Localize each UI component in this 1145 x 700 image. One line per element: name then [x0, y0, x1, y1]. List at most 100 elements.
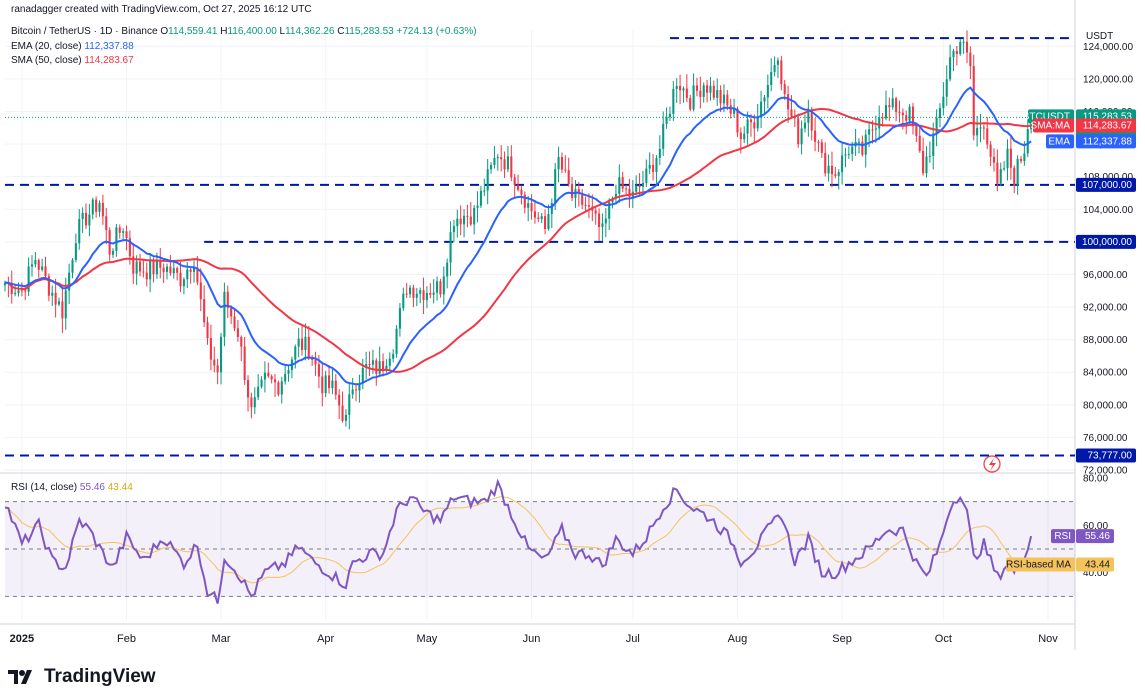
candle-body	[1026, 129, 1029, 154]
ema-name-tag-text: EMA	[1048, 136, 1070, 147]
candle-body	[918, 135, 921, 151]
candle-body	[652, 164, 655, 172]
candle-body	[699, 90, 702, 97]
candle-body	[361, 367, 364, 384]
candle-body	[746, 119, 749, 134]
candle-body	[68, 272, 71, 291]
candle-body	[230, 308, 233, 317]
time-tick-label: Apr	[317, 633, 334, 645]
rsi-ma-name-tag: RSI-based MA	[1006, 557, 1075, 572]
candle-body	[115, 227, 118, 251]
candle-body	[371, 360, 374, 365]
candle-body	[284, 373, 287, 382]
candle-body	[824, 152, 827, 174]
candle-body	[841, 155, 844, 173]
ema-legend: EMA (20, close) 112,337.88	[11, 41, 134, 52]
high-value: 116,400.00	[227, 26, 277, 37]
candle-body	[692, 85, 695, 110]
candle-body	[530, 203, 533, 212]
candle-body	[679, 85, 682, 91]
symbol-tag-text: BTCUSDT	[1023, 111, 1070, 122]
price-tick-label: 80,000.00	[1083, 400, 1128, 411]
candle-body	[358, 383, 361, 391]
candle-body	[608, 202, 611, 219]
sma-name-tag-text: SMA:MA	[1031, 120, 1071, 131]
lightning-alert-icon[interactable]	[983, 455, 1001, 473]
candle-body	[10, 282, 13, 294]
candle-body	[550, 203, 553, 214]
candle-body	[287, 370, 290, 374]
rsi-value-tag-text: 55.46	[1085, 531, 1110, 542]
candle-body	[868, 129, 871, 135]
candle-body	[540, 216, 543, 220]
candle-body	[584, 204, 587, 206]
candle-body	[982, 127, 985, 129]
candle-body	[857, 141, 861, 143]
candle-body	[439, 281, 442, 295]
candle-body	[348, 394, 351, 415]
candle-body	[709, 85, 712, 93]
rsi-ma-legend-value: 43.44	[107, 482, 133, 493]
candle-body	[311, 358, 314, 360]
candle-body	[321, 376, 324, 394]
level-price-tag-bg	[1076, 234, 1136, 249]
candle-body	[523, 194, 526, 208]
candle-body	[814, 130, 817, 142]
candle-body	[560, 156, 563, 170]
candle-body	[135, 261, 138, 274]
candle-body	[159, 259, 162, 268]
candle-body	[226, 291, 229, 309]
level-price-tag: 100,000.00	[1076, 234, 1136, 249]
candle-body	[760, 101, 763, 118]
rsi-name-tag-text: RSI	[1054, 531, 1071, 542]
candle-body	[101, 202, 104, 217]
candle-body	[57, 301, 61, 305]
candle-body	[928, 155, 931, 157]
candle-body	[689, 98, 692, 110]
candle-body	[71, 259, 74, 273]
candle-body	[847, 153, 850, 155]
candle-body	[986, 128, 989, 145]
sma-name-tag: SMA:MA	[1031, 118, 1074, 133]
candle-body	[965, 41, 969, 53]
candle-body	[959, 42, 962, 54]
candle-body	[88, 214, 91, 226]
candle-body	[682, 88, 685, 91]
candle-body	[95, 199, 98, 212]
gridlines	[0, 0, 1076, 650]
candle-body	[888, 105, 891, 108]
candle-body	[989, 144, 992, 157]
rsi-tick-label: 60.00	[1083, 521, 1108, 532]
candle-body	[132, 256, 135, 274]
level-price-tag: 73,777.00	[1076, 448, 1136, 463]
candle-body	[415, 293, 418, 298]
candle-body	[807, 109, 810, 123]
candle-body	[756, 117, 759, 129]
candle-body	[567, 170, 570, 185]
candle-body	[662, 123, 665, 149]
candle-body	[192, 267, 196, 272]
candle-body	[770, 71, 773, 86]
candle-body	[344, 414, 347, 421]
credit-line: ranadagger created with TradingView.com,…	[11, 4, 312, 15]
candle-body	[949, 57, 952, 80]
candle-body	[476, 205, 479, 208]
candle-body	[537, 217, 540, 220]
candle-body	[233, 316, 236, 329]
candle-body	[263, 372, 266, 380]
candle-body	[368, 363, 371, 365]
low-value: 114,362.26	[285, 26, 335, 37]
rsi-ma-name-tag-bg	[1006, 557, 1075, 572]
candle-body	[992, 156, 996, 163]
candle-body	[338, 394, 341, 406]
candle-body	[621, 177, 624, 189]
candle-body	[625, 188, 628, 190]
time-tick-label: Nov	[1038, 633, 1058, 645]
candle-body	[47, 276, 50, 296]
candle-body	[952, 50, 955, 58]
candle-body	[655, 158, 658, 172]
sma-name-tag-bg	[1033, 118, 1074, 133]
candle-body	[314, 359, 317, 365]
tradingview-logo-icon	[8, 670, 32, 684]
candle-body	[716, 90, 719, 98]
